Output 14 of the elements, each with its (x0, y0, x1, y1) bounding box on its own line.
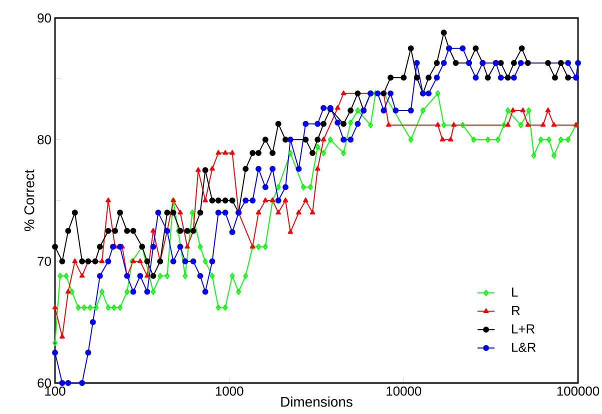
y-axis-title: % Correct (24, 170, 34, 231)
x-tick-label: 1000 (216, 386, 244, 396)
x-axis-title: Dimensions (281, 396, 352, 407)
x-tick-label: 100000 (557, 386, 600, 396)
y-tick-label: 80 (38, 135, 51, 144)
legend-label: L (512, 288, 518, 297)
legend-label: L+R (512, 324, 535, 334)
y-tick-label: 60 (38, 378, 51, 388)
x-tick-label: 10000 (386, 386, 422, 396)
legend-label: L&R (512, 342, 536, 352)
legend-label: R (512, 306, 520, 315)
x-tick-label: 100 (45, 386, 66, 396)
y-tick-label: 70 (38, 256, 51, 266)
y-tick-label: 90 (38, 13, 51, 23)
